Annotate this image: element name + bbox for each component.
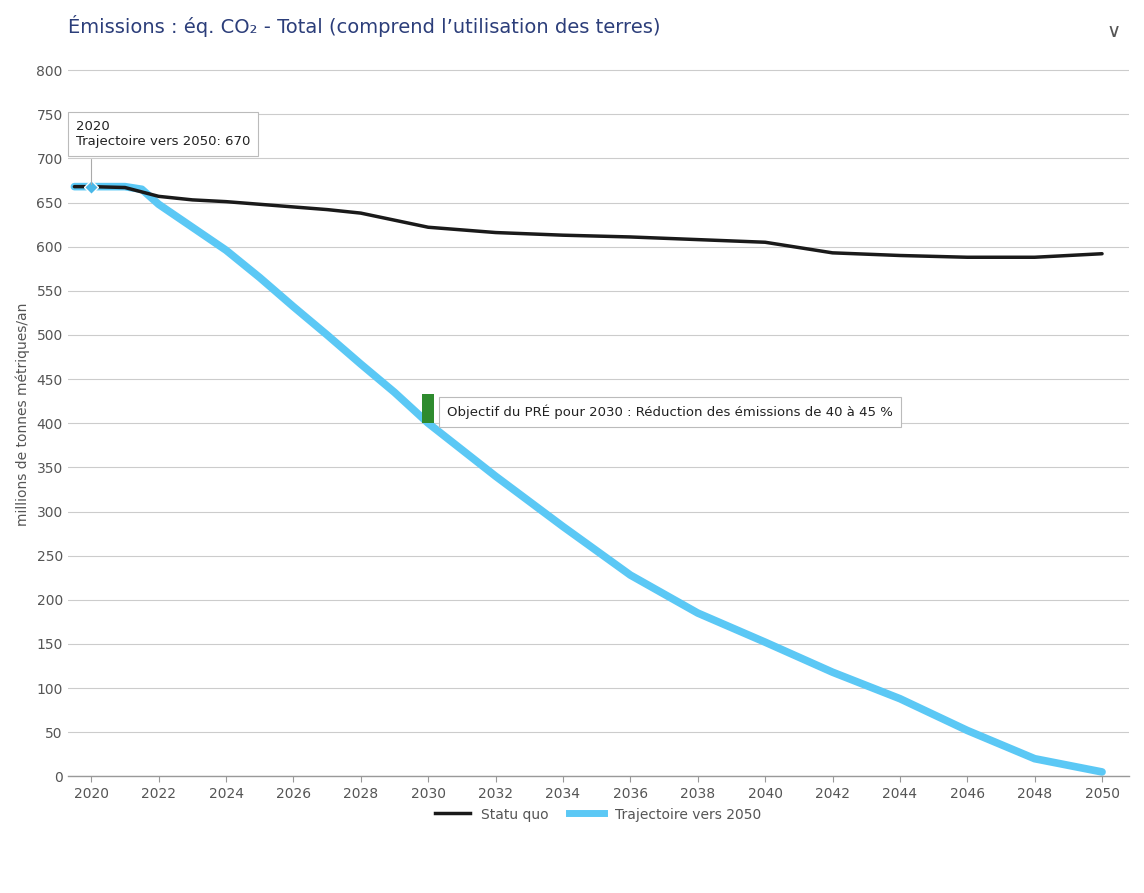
Trajectoire vers 2050 [220, 245, 233, 255]
Trajectoire vers 2050 [556, 522, 570, 532]
Trajectoire vers 2050 [421, 418, 435, 429]
Trajectoire vers 2050 [691, 607, 705, 618]
Statu quo [67, 181, 81, 192]
Trajectoire vers 2050 [118, 181, 132, 192]
Text: ∨: ∨ [1107, 22, 1121, 41]
Statu quo [152, 191, 166, 202]
Trajectoire vers 2050 [961, 725, 975, 736]
Statu quo [1027, 252, 1041, 263]
Statu quo [388, 215, 402, 226]
Statu quo [185, 195, 199, 205]
Bar [422, 394, 434, 423]
Statu quo [353, 208, 367, 219]
Legend: Statu quo, Trajectoire vers 2050: Statu quo, Trajectoire vers 2050 [430, 801, 768, 827]
Trajectoire vers 2050 [488, 471, 502, 481]
Trajectoire vers 2050 [152, 199, 166, 210]
Statu quo [168, 193, 182, 204]
Trajectoire vers 2050 [185, 221, 199, 232]
Statu quo [961, 252, 975, 263]
Statu quo [691, 234, 705, 245]
Statu quo [758, 237, 772, 247]
Line: Statu quo: Statu quo [74, 187, 1102, 257]
Trajectoire vers 2050 [1095, 766, 1109, 777]
Line: Trajectoire vers 2050: Trajectoire vers 2050 [74, 187, 1102, 772]
Statu quo [893, 250, 907, 261]
Trajectoire vers 2050 [758, 637, 772, 647]
Trajectoire vers 2050 [623, 570, 637, 580]
Trajectoire vers 2050 [388, 387, 402, 397]
Trajectoire vers 2050 [286, 301, 300, 312]
Statu quo [556, 230, 570, 240]
Statu quo [253, 199, 267, 210]
Trajectoire vers 2050 [135, 184, 149, 195]
Trajectoire vers 2050 [320, 330, 334, 340]
Trajectoire vers 2050 [85, 181, 98, 192]
Trajectoire vers 2050 [826, 667, 840, 678]
Y-axis label: millions de tonnes métriques/an: millions de tonnes métriques/an [15, 303, 30, 526]
Statu quo [826, 247, 840, 258]
Statu quo [421, 221, 435, 232]
Text: Émissions : éq. CO₂ - Total (comprend l’utilisation des terres): Émissions : éq. CO₂ - Total (comprend l’… [67, 15, 660, 37]
Text: 2020
Trajectoire vers 2050: 670: 2020 Trajectoire vers 2050: 670 [77, 121, 251, 184]
Statu quo [85, 181, 98, 192]
Trajectoire vers 2050 [353, 359, 367, 370]
Trajectoire vers 2050 [253, 272, 267, 283]
Trajectoire vers 2050 [1027, 754, 1041, 764]
Statu quo [118, 182, 132, 193]
Statu quo [488, 227, 502, 238]
Statu quo [1095, 248, 1109, 259]
Statu quo [286, 202, 300, 213]
Statu quo [320, 204, 334, 215]
Statu quo [220, 196, 233, 207]
Text: Objectif du PRÉ pour 2030 : Réduction des émissions de 40 à 45 %: Objectif du PRÉ pour 2030 : Réduction de… [446, 405, 892, 419]
Trajectoire vers 2050 [67, 181, 81, 192]
Trajectoire vers 2050 [893, 693, 907, 704]
Statu quo [623, 231, 637, 242]
Trajectoire vers 2050 [102, 181, 116, 192]
